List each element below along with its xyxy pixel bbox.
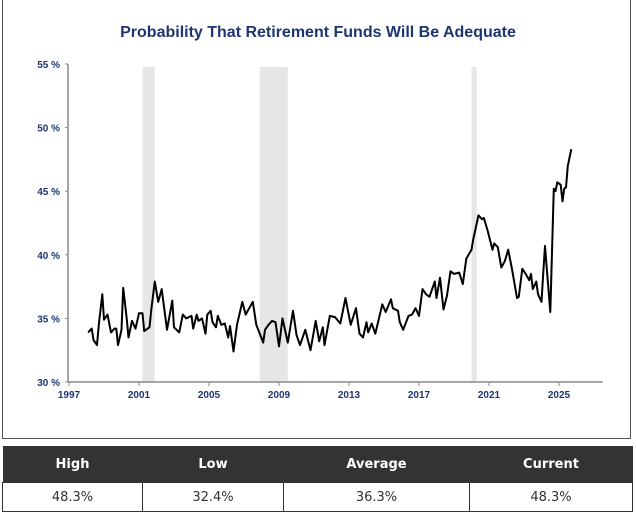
x-tick-label: 1997 xyxy=(58,390,81,401)
summary-table: High Low Average Current 48.3% 32.4% 36.… xyxy=(2,446,633,512)
x-tick-label: 2025 xyxy=(548,390,571,401)
y-tick-label: 45 % xyxy=(37,187,60,198)
x-tick-label: 2021 xyxy=(478,390,501,401)
value-current: 48.3% xyxy=(469,482,633,512)
value-average: 36.3% xyxy=(283,482,470,512)
x-tick-label: 2005 xyxy=(198,390,221,401)
header-average: Average xyxy=(283,446,470,483)
value-high: 48.3% xyxy=(2,482,143,512)
header-low: Low xyxy=(142,446,284,483)
x-tick-label: 2001 xyxy=(128,390,151,401)
series-line xyxy=(87,148,573,353)
y-tick-label: 40 % xyxy=(37,251,60,262)
line-chart: 30 % 35 % 40 % 45 % 50 % 55 % 1997 2001 2005 2009… xyxy=(37,60,603,401)
y-tick-label: 50 % xyxy=(37,124,60,135)
header-current: Current xyxy=(469,446,633,483)
recession-shade xyxy=(142,67,155,382)
chart-title: Probability That Retirement Funds Will B… xyxy=(120,24,516,41)
value-low: 32.4% xyxy=(142,482,284,512)
chart-frame xyxy=(2,0,631,439)
x-tick-label: 2013 xyxy=(338,390,361,401)
y-tick-label: 30 % xyxy=(37,378,60,389)
y-tick-label: 55 % xyxy=(37,60,60,71)
x-tick-label: 2017 xyxy=(408,390,431,401)
header-high: High xyxy=(2,446,143,483)
x-tick-label: 2009 xyxy=(268,390,291,401)
y-tick-label: 35 % xyxy=(37,314,60,325)
recession-shade xyxy=(471,67,477,382)
